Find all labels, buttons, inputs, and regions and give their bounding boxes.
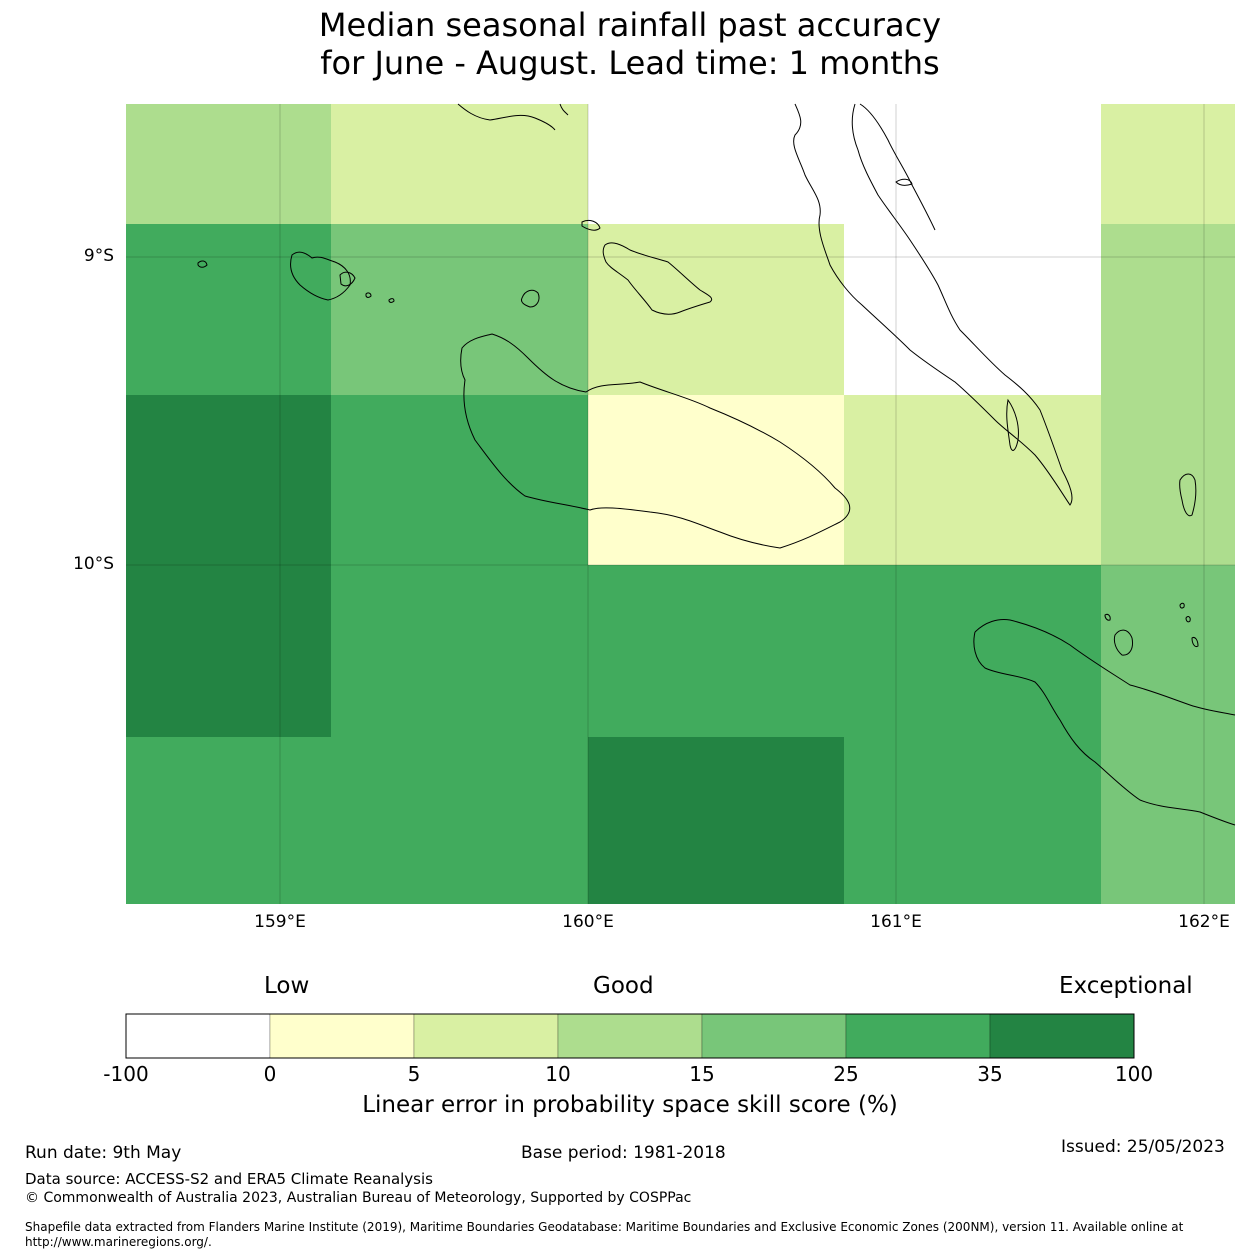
colorbar-swatches xyxy=(125,1013,1135,1059)
skill-cell xyxy=(331,565,588,737)
coastline-islet-7 xyxy=(1104,613,1111,621)
colorbar-tick: 15 xyxy=(689,1062,715,1086)
shapefile-credit-line1: Shapefile data extracted from Flanders M… xyxy=(25,1220,1184,1234)
coastline-islet-3 xyxy=(365,292,372,298)
coastline-savo xyxy=(521,289,540,308)
colorbar-tick: 25 xyxy=(833,1062,859,1086)
issued-date: Issued: 25/05/2023 xyxy=(1061,1137,1225,1157)
skill-cell xyxy=(1101,565,1235,737)
colorbar-tick: 10 xyxy=(545,1062,571,1086)
coastline-islet-1 xyxy=(197,260,208,268)
coastline-islet-2 xyxy=(388,298,395,303)
skill-cell xyxy=(588,224,844,395)
map-title-line1: Median seasonal rainfall past accuracy xyxy=(318,6,942,44)
skill-cell xyxy=(126,104,331,224)
skill-grid-cells xyxy=(126,104,1235,904)
legend-category-good: Good xyxy=(593,973,654,999)
coastline-islet-4 xyxy=(1179,473,1197,517)
skill-cell xyxy=(844,565,1101,737)
lat-label-9s: 9°S xyxy=(83,246,114,266)
skill-cell xyxy=(588,737,844,904)
skill-cell xyxy=(126,565,331,737)
run-date: Run date: 9th May xyxy=(25,1143,182,1163)
colorbar-swatch xyxy=(845,1013,991,1059)
shapefile-credit-line2: http://www.marineregions.org/. xyxy=(25,1235,212,1249)
coastline-santa-isabel xyxy=(457,103,569,131)
skill-cell xyxy=(588,565,844,737)
skill-cell xyxy=(331,224,588,395)
coastline-florida-small xyxy=(581,219,601,231)
skill-cell xyxy=(844,224,1101,395)
skill-cell xyxy=(1101,104,1235,224)
lon-label-160e: 160°E xyxy=(562,912,614,932)
colorbar-swatch xyxy=(557,1013,703,1059)
skill-cell xyxy=(331,104,588,224)
map-title-line2: for June - August. Lead time: 1 months xyxy=(320,44,940,82)
skill-cell xyxy=(844,737,1101,904)
coastline-small-malaita xyxy=(1006,398,1019,451)
skill-cell xyxy=(844,104,1101,224)
skill-cell xyxy=(1101,737,1235,904)
skill-cell xyxy=(331,737,588,904)
skill-cell xyxy=(126,395,331,565)
coastline-islet-8 xyxy=(1179,602,1185,609)
legend-category-low: Low xyxy=(264,973,310,999)
coastline-guadalcanal xyxy=(460,333,851,549)
lon-label-161e: 161°E xyxy=(870,912,922,932)
skill-cell xyxy=(1101,395,1235,565)
colorbar-tick: 0 xyxy=(263,1062,277,1086)
lat-label-10s: 10°S xyxy=(73,554,114,574)
base-period: Base period: 1981-2018 xyxy=(521,1143,726,1163)
copyright: © Commonwealth of Australia 2023, Austra… xyxy=(25,1190,692,1206)
skill-cell xyxy=(588,395,844,565)
colorbar-tick: 35 xyxy=(977,1062,1003,1086)
colorbar-tick: 100 xyxy=(1114,1062,1154,1086)
coastline-malaita xyxy=(793,103,1073,506)
legend-category-exceptional: Exceptional xyxy=(1059,973,1193,999)
coastline-makira xyxy=(973,619,1236,826)
skill-cell xyxy=(588,104,844,224)
colorbar-title: Linear error in probability space skill … xyxy=(362,1092,898,1118)
skill-cell xyxy=(1101,224,1235,395)
colorbar-swatch xyxy=(125,1013,271,1059)
coastline-malaita-inner xyxy=(859,103,936,231)
coastline-florida-islands xyxy=(602,242,713,315)
colorbar-swatch xyxy=(413,1013,559,1059)
colorbar-swatch xyxy=(989,1013,1135,1059)
colorbar-tick: 5 xyxy=(407,1062,421,1086)
graticule xyxy=(126,104,1235,904)
colorbar-frame xyxy=(125,1013,1135,1059)
skill-cell xyxy=(844,395,1101,565)
lon-label-162e: 162°E xyxy=(1178,912,1230,932)
skill-cell xyxy=(126,737,331,904)
coastline-islet-6 xyxy=(1113,629,1133,656)
coastline-islet-9 xyxy=(1185,616,1191,623)
coastlines xyxy=(197,103,1236,826)
colorbar-swatch xyxy=(701,1013,847,1059)
colorbar-swatch xyxy=(269,1013,415,1059)
coastline-islet-5 xyxy=(895,178,913,186)
lon-label-159e: 159°E xyxy=(254,912,306,932)
data-source: Data source: ACCESS-S2 and ERA5 Climate … xyxy=(25,1170,433,1188)
coastline-islet-10 xyxy=(1191,637,1199,647)
coastline-russell-east xyxy=(339,271,356,287)
colorbar-tick: -100 xyxy=(103,1062,149,1086)
skill-cell xyxy=(331,395,588,565)
